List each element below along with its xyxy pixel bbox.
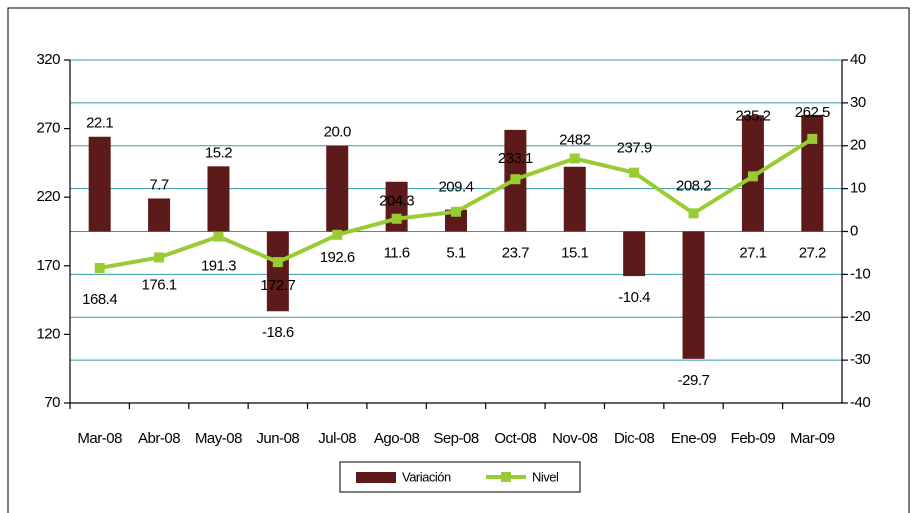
bar-value-label: -29.7: [678, 372, 710, 389]
x-tick-label: Mar-08: [77, 430, 122, 447]
bar-value-label: 27.2: [799, 244, 826, 261]
line-value-label: 192.6: [320, 249, 355, 266]
legend-label: Variación: [402, 469, 451, 484]
line-value-label: 204.3: [379, 193, 414, 210]
bar: [682, 231, 705, 359]
x-tick-label: May-08: [195, 430, 242, 447]
y2-tick-label: 30: [850, 94, 866, 111]
line-marker: [213, 231, 224, 242]
bar: [623, 231, 646, 277]
y-tick-label: 170: [36, 257, 60, 274]
x-tick-label: Ago-08: [374, 430, 420, 447]
line-marker: [629, 167, 640, 178]
y-tick-label: 120: [36, 325, 60, 342]
bar-value-label: 15.1: [561, 244, 588, 261]
line-value-label: 172.7: [260, 277, 295, 294]
line-marker: [688, 208, 699, 219]
y2-tick-label: -20: [850, 308, 870, 325]
x-tick-label: Dic-08: [614, 430, 655, 447]
bar: [445, 209, 467, 232]
line-value-label: 191.3: [201, 258, 236, 275]
line-value-label: 233.1: [498, 150, 533, 167]
x-tick-label: Nov-08: [552, 430, 598, 447]
line-value-label: 168.4: [82, 291, 117, 308]
line-marker: [332, 229, 343, 240]
y-tick-label: 70: [44, 394, 60, 411]
bar: [326, 145, 349, 232]
x-tick-label: Ene-09: [671, 430, 717, 447]
line-marker: [510, 174, 521, 185]
line-marker: [747, 171, 758, 182]
bar-value-label: 15.2: [205, 144, 232, 161]
y2-tick-label: -40: [850, 394, 870, 411]
bar-value-label: -10.4: [618, 289, 650, 306]
line-marker: [154, 252, 165, 263]
y-tick-label: 220: [36, 188, 60, 205]
x-tick-label: Oct-08: [494, 430, 536, 447]
bar-value-label: 11.6: [384, 244, 410, 261]
bar-value-label: 22.1: [86, 115, 113, 132]
bar-value-label: 7.7: [149, 176, 169, 193]
line-marker: [391, 213, 402, 224]
bar-value-label: -18.6: [262, 324, 294, 341]
bar: [563, 166, 586, 232]
bar: [88, 136, 111, 232]
y-tick-label: 320: [36, 51, 60, 68]
y2-tick-label: 0: [850, 222, 858, 239]
legend-swatch: [356, 472, 396, 483]
chart-frame: [7, 7, 910, 513]
x-tick-label: Feb-09: [731, 430, 776, 447]
bar-value-label: 20.0: [324, 124, 351, 141]
bar: [207, 166, 230, 232]
line-value-label: 2482: [559, 131, 591, 148]
y2-tick-label: 20: [850, 137, 866, 154]
line-value-label: 209.4: [438, 179, 473, 196]
y2-tick-label: -10: [850, 265, 870, 282]
bar: [148, 198, 171, 232]
bar-value-label: 27.1: [739, 244, 766, 261]
line-marker: [94, 262, 105, 273]
line-value-label: 237.9: [617, 140, 652, 157]
bar-value-label: 5.1: [446, 244, 466, 261]
y-tick-label: 270: [36, 120, 60, 137]
x-tick-label: Abr-08: [138, 430, 180, 447]
legend-swatch: [501, 472, 511, 482]
line-marker: [807, 133, 818, 144]
x-tick-label: Jul-08: [318, 430, 356, 447]
x-tick-label: Jun-08: [256, 430, 299, 447]
bar: [266, 231, 289, 312]
legend-label: Nivel: [532, 469, 559, 484]
bar-value-label: 23.7: [502, 244, 529, 261]
line-value-label: 208.2: [676, 177, 711, 194]
x-tick-label: Sep-08: [433, 430, 479, 447]
line-marker: [569, 153, 580, 164]
line-value-label: 235.2: [735, 107, 770, 124]
line-value-label: 262.5: [795, 104, 830, 121]
y2-tick-label: -30: [850, 351, 870, 368]
line-value-label: 176.1: [142, 276, 177, 293]
line-marker: [272, 257, 283, 268]
y2-tick-label: 40: [850, 51, 866, 68]
line-marker: [451, 206, 461, 217]
y2-tick-label: 10: [850, 180, 866, 197]
x-tick-label: Mar-09: [790, 430, 835, 447]
bar: [801, 114, 824, 232]
